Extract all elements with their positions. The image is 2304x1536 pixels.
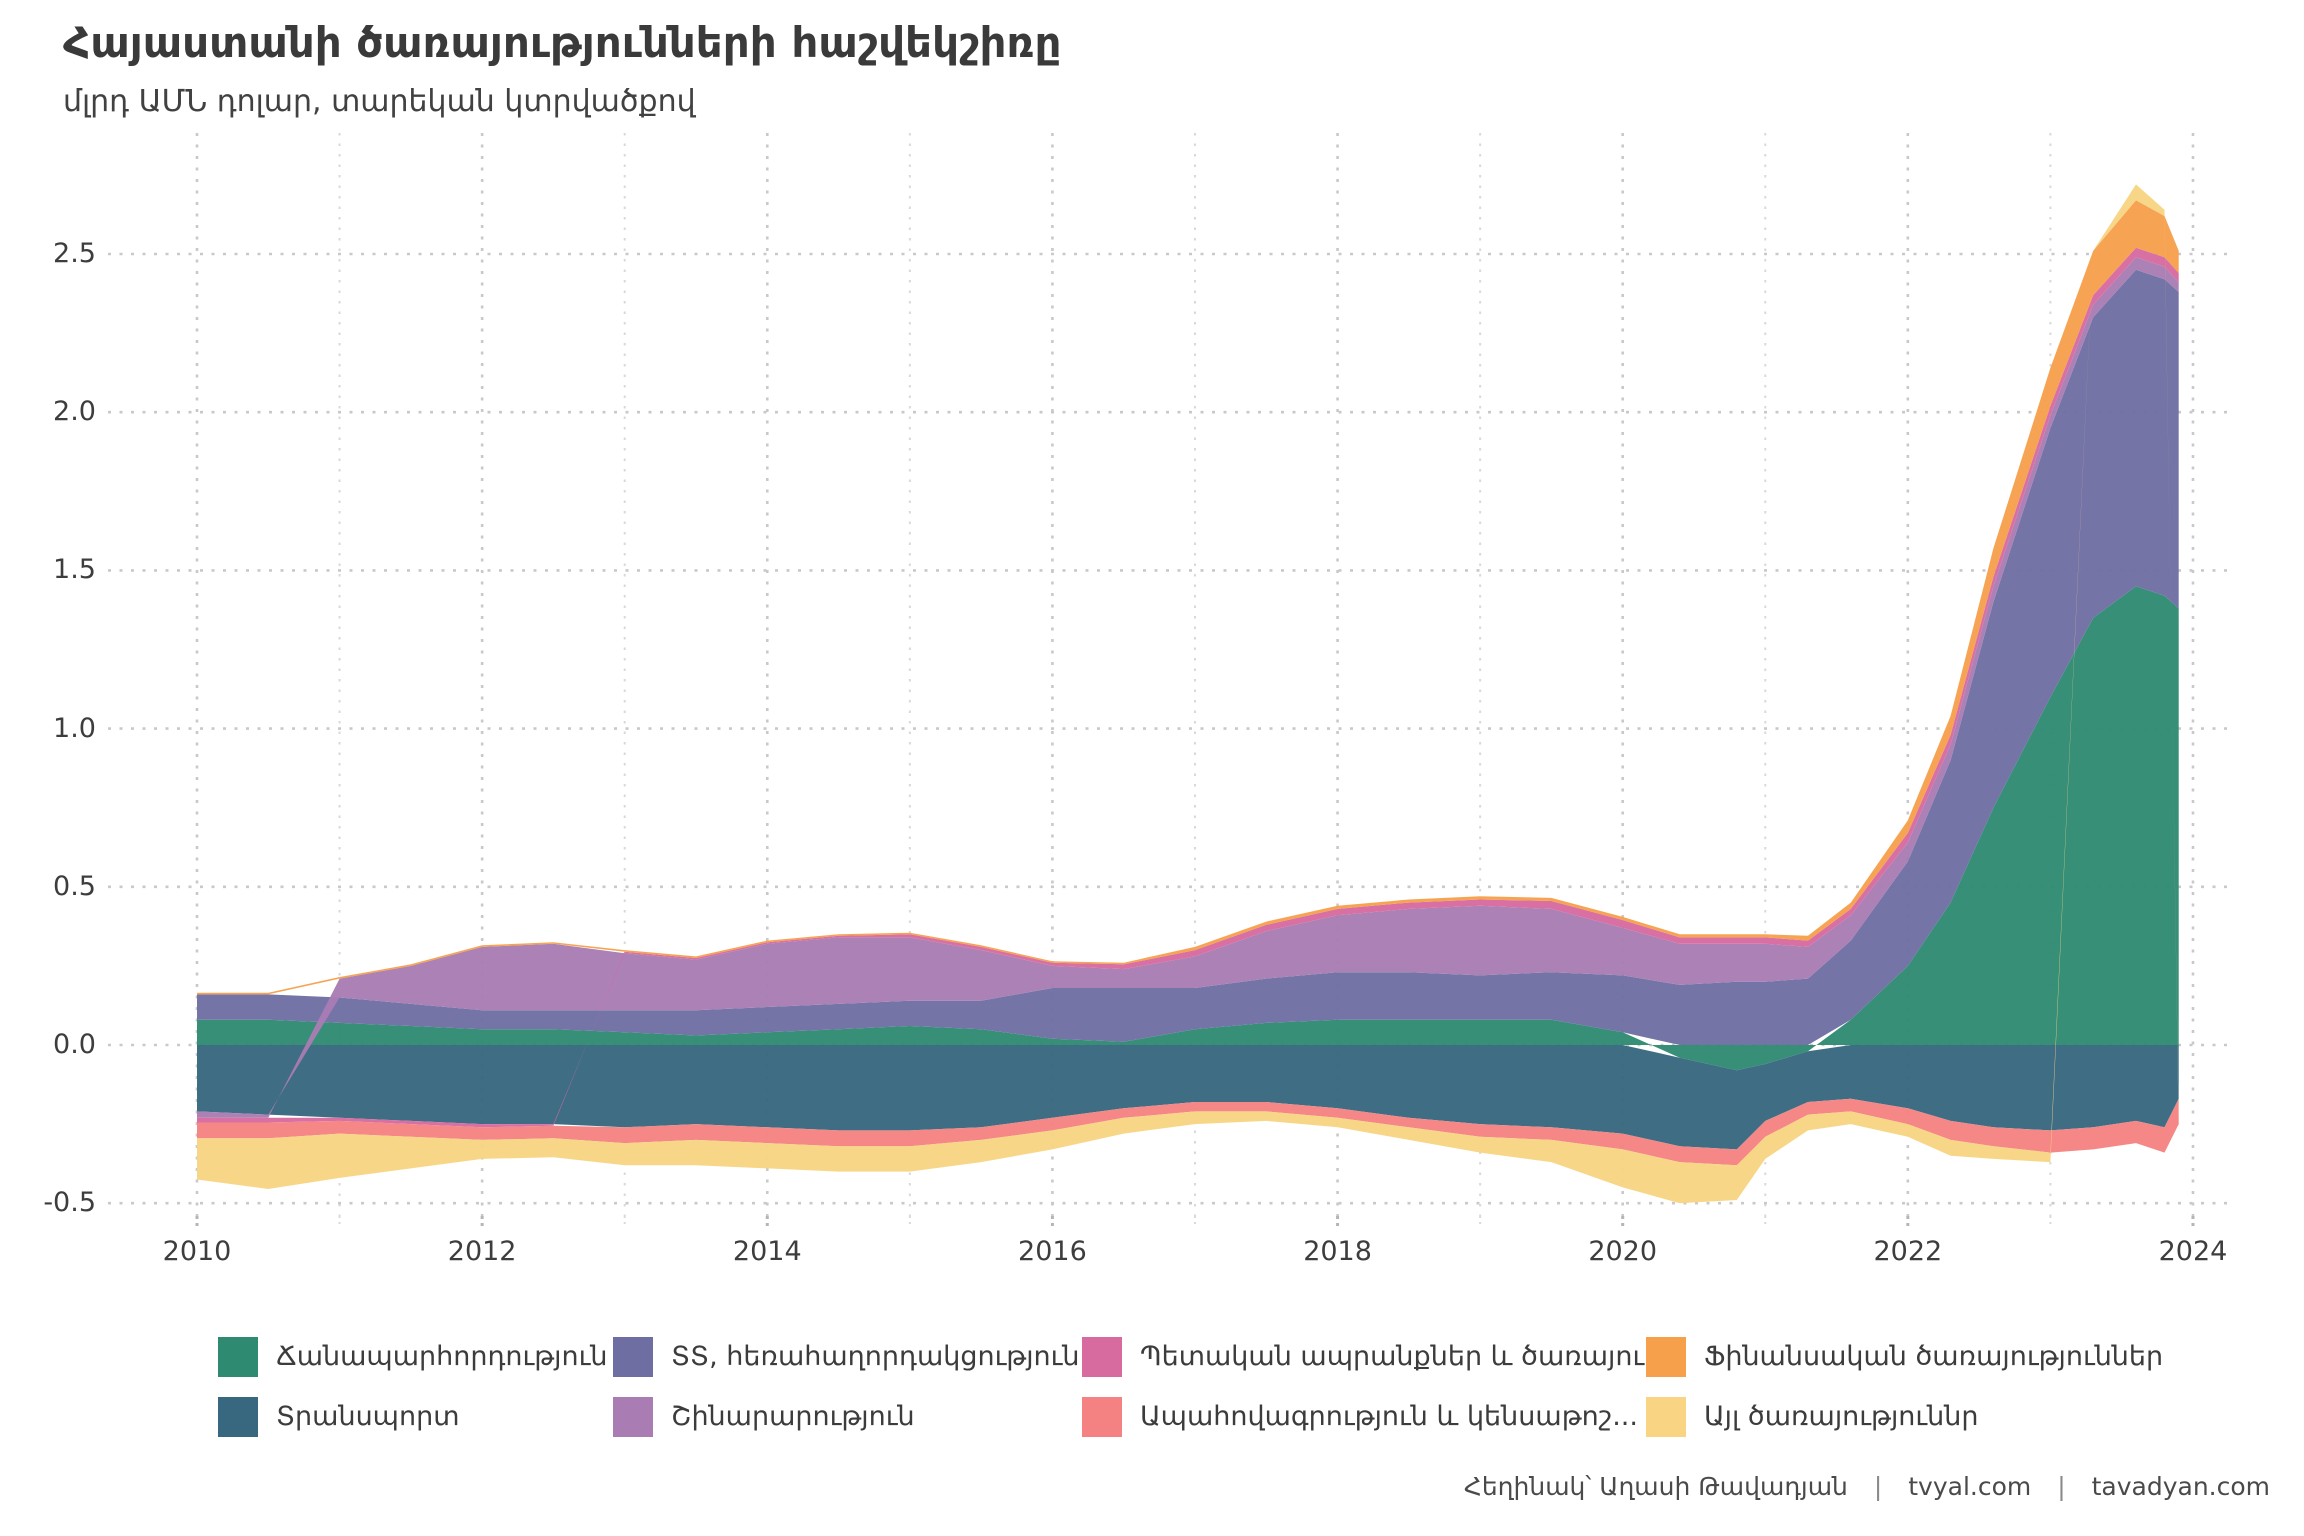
legend-swatch-financial bbox=[1646, 1337, 1686, 1377]
legend-label-transport: Տրանսպորտ bbox=[276, 1401, 460, 1432]
legend-label-tt: ՏՏ, հեռահաղորդակցություն bbox=[671, 1341, 1080, 1372]
legend-swatch-tt bbox=[613, 1337, 653, 1377]
y-tick-label: 1.0 bbox=[53, 712, 96, 744]
x-axis-ticks bbox=[195, 1216, 2195, 1228]
legend-swatch-other bbox=[1646, 1397, 1686, 1437]
x-tick-label: 2016 bbox=[1018, 1236, 1087, 1267]
footer: Հեղինակ՝ Աղասի Թավադյան | tvyal.com | ta… bbox=[1464, 1472, 2270, 1501]
x-tick-label: 2024 bbox=[2158, 1236, 2228, 1267]
legend-swatch-transport bbox=[218, 1397, 258, 1437]
legend-label-travel: Ճանապարհորդություն bbox=[276, 1341, 608, 1372]
y-tick-label: 0.5 bbox=[53, 870, 96, 902]
y-tick-label: 1.5 bbox=[53, 554, 96, 586]
area-transport bbox=[197, 1045, 2179, 1150]
x-tick-label: 2022 bbox=[1873, 1236, 1943, 1267]
legend-label-construction: Շինարարություն bbox=[671, 1401, 915, 1432]
footer-author: Հեղինակ՝ Աղասի Թավադյան bbox=[1463, 1472, 1848, 1501]
area-travel bbox=[197, 586, 2179, 1071]
legend-label-financial: Ֆինանսական ծառայություններ bbox=[1704, 1341, 2164, 1372]
legend-swatch-construction bbox=[613, 1397, 653, 1437]
footer-separator: | bbox=[1873, 1472, 1883, 1501]
area-series-group bbox=[197, 184, 2179, 1204]
legend-swatch-state bbox=[1082, 1337, 1122, 1377]
footer-site-tvyal: tvyal.com bbox=[1908, 1472, 2032, 1501]
area-tt bbox=[197, 269, 2179, 1045]
legend-label-other: Այլ ծառայություննր bbox=[1704, 1401, 1979, 1432]
page-subtitle: մլրդ ԱՄՆ դոլար, տարեկան կտրվածքով bbox=[63, 84, 696, 119]
y-tick-label: 2.0 bbox=[53, 396, 96, 428]
legend-label-state: Պետական ապրանքներ և ծառայու... bbox=[1140, 1341, 1670, 1372]
footer-separator: | bbox=[2057, 1472, 2066, 1501]
y-tick-label: -0.5 bbox=[43, 1187, 96, 1219]
legend-swatch-travel bbox=[218, 1337, 258, 1377]
x-tick-label: 2018 bbox=[1303, 1236, 1372, 1267]
legend-swatch-insurance bbox=[1082, 1397, 1122, 1437]
x-tick-label: 2012 bbox=[447, 1236, 517, 1267]
area-insurance bbox=[197, 1098, 2179, 1166]
x-tick-label: 2020 bbox=[1588, 1236, 1658, 1267]
legend-label-insurance: Ապահովագրություն և կենսաթոշ... bbox=[1140, 1401, 1638, 1432]
gridlines bbox=[108, 133, 2232, 1216]
x-tick-label: 2010 bbox=[162, 1236, 232, 1267]
x-tick-label: 2014 bbox=[732, 1236, 802, 1267]
y-tick-label: 0.0 bbox=[53, 1029, 96, 1060]
page-title: Հայաստանի ծառայությունների հաշվեկշիռը bbox=[63, 18, 1062, 67]
y-tick-label: 2.5 bbox=[53, 238, 96, 269]
footer-site-tavadyan: tavadyan.com bbox=[2091, 1472, 2270, 1501]
